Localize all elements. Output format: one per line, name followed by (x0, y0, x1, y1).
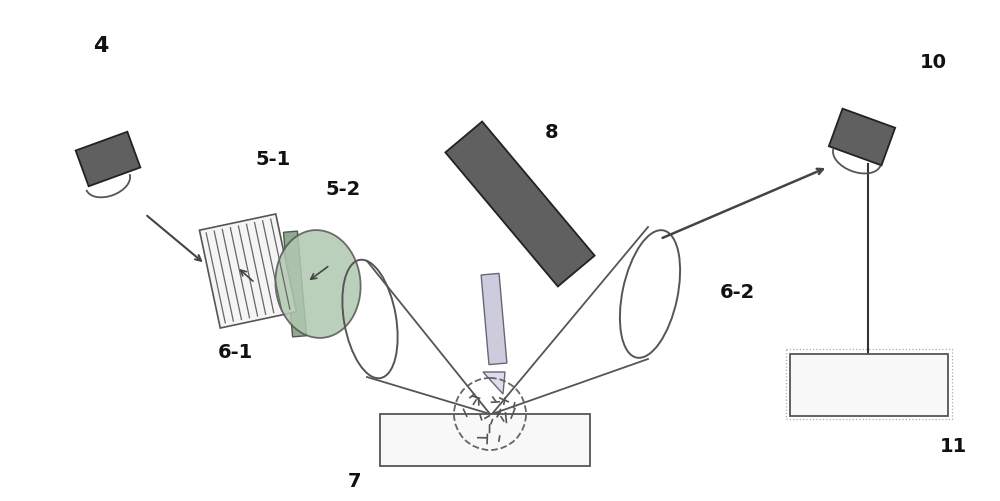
Polygon shape (483, 372, 505, 394)
Bar (790, 354, 948, 416)
Text: 6-2: 6-2 (720, 283, 755, 302)
Polygon shape (829, 109, 895, 166)
Polygon shape (445, 122, 595, 287)
Text: 8: 8 (545, 123, 559, 142)
Polygon shape (283, 231, 307, 337)
Text: 10: 10 (920, 53, 947, 72)
Text: 5-2: 5-2 (325, 180, 360, 198)
Polygon shape (76, 132, 140, 187)
Bar (380, 414, 590, 466)
Ellipse shape (275, 230, 361, 338)
Text: 5-1: 5-1 (255, 150, 290, 169)
Text: 4: 4 (93, 36, 108, 56)
Text: 7: 7 (348, 471, 362, 490)
Polygon shape (481, 274, 507, 365)
Text: 11: 11 (940, 436, 967, 455)
Bar (786, 349, 952, 419)
Text: 6-1: 6-1 (218, 342, 253, 361)
Polygon shape (199, 214, 297, 328)
